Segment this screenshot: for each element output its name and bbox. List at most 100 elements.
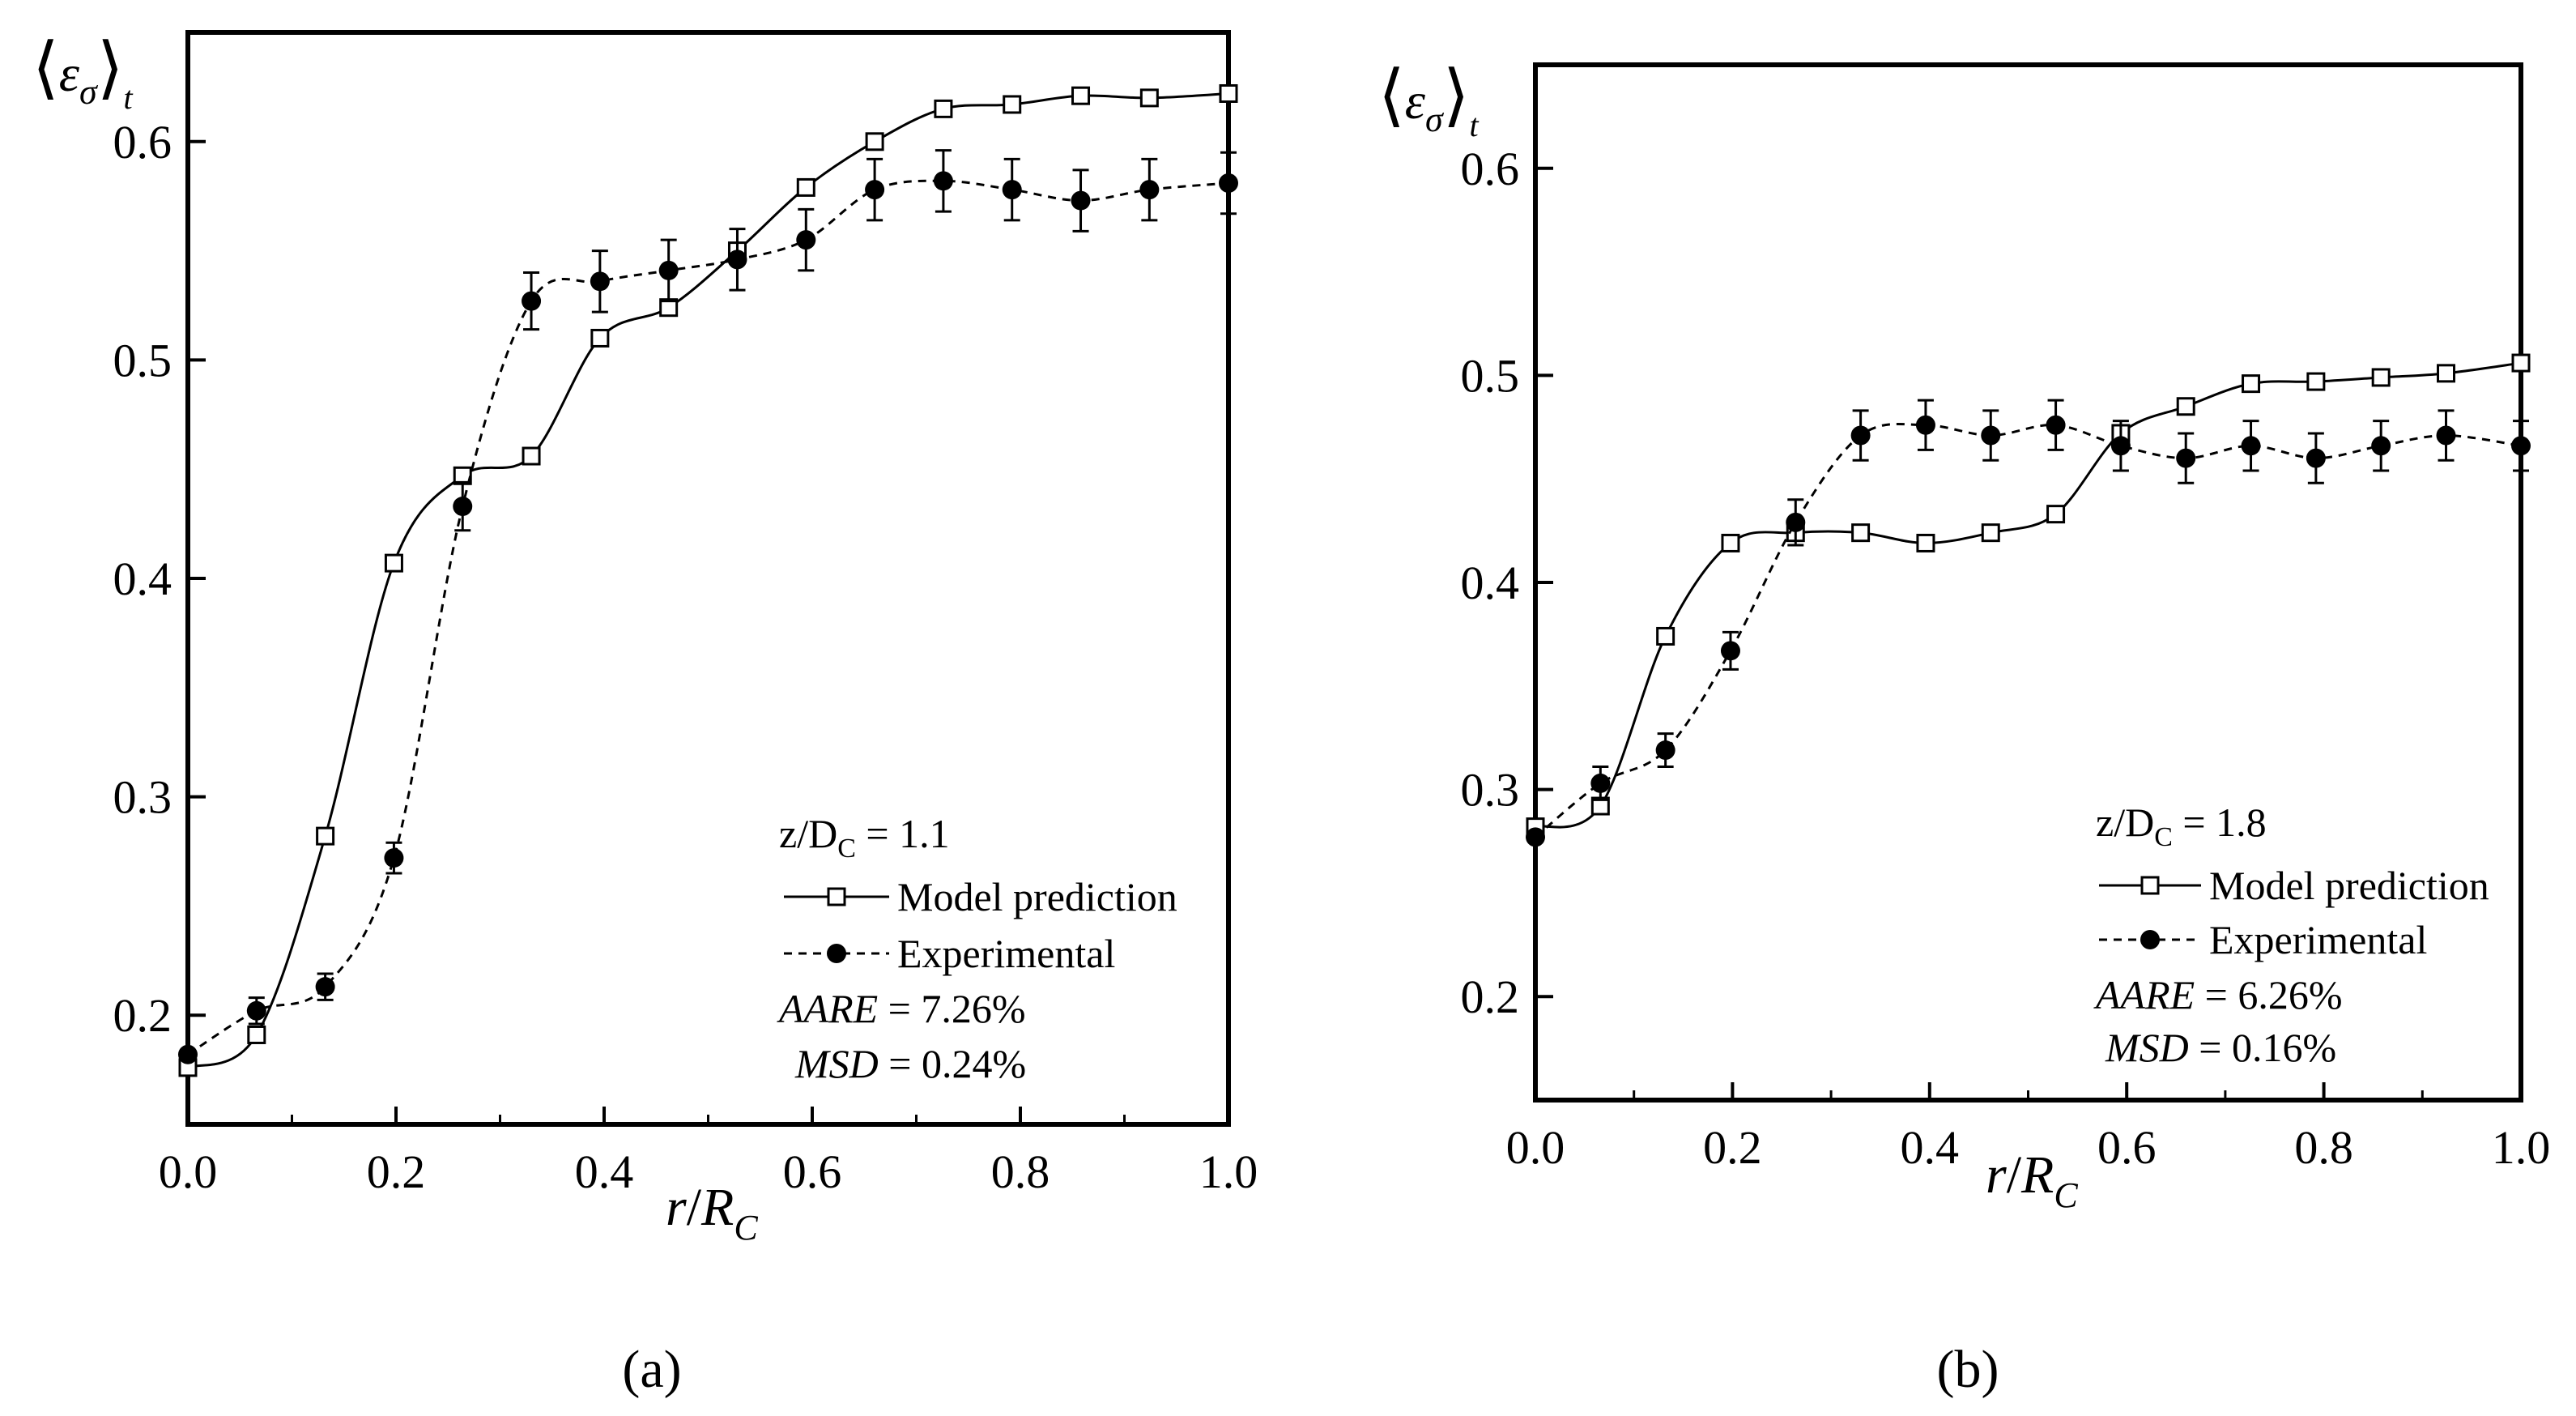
model-point [796, 177, 815, 197]
experimental-point [1850, 425, 1871, 446]
chart-panel-b: 0.0 0.2 0.4 0.6 0.8 1.00.20.30.40.50.6 ⟨εσ⟩t … [1378, 58, 2550, 1399]
x-tick-label: 0.6 [783, 1145, 842, 1198]
model-point [1721, 533, 1740, 552]
x-tick-label: 0.8 [2294, 1121, 2353, 1174]
model-prediction-series [178, 83, 1238, 1077]
x-tick-label: 0.2 [1703, 1121, 1762, 1174]
y-tick-label: 0.5 [1461, 349, 1520, 402]
model-point [934, 99, 953, 118]
legend-label-model: Model prediction [897, 874, 1177, 919]
legend-marker-filled-circle [2140, 930, 2160, 949]
model-point [316, 826, 335, 846]
experimental-point [2436, 425, 2456, 446]
legend-marker-open-square [827, 887, 846, 906]
axis-ticks: 0.0 0.2 0.4 0.6 0.8 1.0 0.2 0.3 0.4 0.5 0.6 [113, 116, 1258, 1198]
y-tick-label: 0.4 [1461, 557, 1520, 609]
experimental-point [1720, 641, 1740, 661]
experimental-point [2371, 436, 2391, 456]
experimental-point [2511, 436, 2531, 456]
experimental-point [315, 977, 335, 997]
model-point [384, 553, 403, 573]
model-point [2371, 368, 2391, 387]
chart-panel-a: 0.0 0.2 0.4 0.6 0.8 1.00.20.30.40.50.6 ⟨εσ⟩t … [32, 30, 1258, 1399]
condition-label: z/DC = 1.8 [2096, 800, 2267, 852]
x-tick-label: 1.0 [2492, 1121, 2551, 1174]
experimental-point [384, 848, 404, 868]
condition-label: z/DC = 1.1 [779, 811, 950, 864]
model-point [1219, 83, 1238, 103]
x-tick-label: 1.0 [1199, 1145, 1258, 1198]
y-tick-label: 0.4 [113, 552, 172, 605]
model-point [247, 1025, 266, 1044]
experimental-point [590, 271, 610, 292]
experimental-series [178, 149, 1238, 1064]
experimental-point [727, 250, 747, 270]
y-axis-title: ⟨εσ⟩t [1378, 58, 1479, 143]
axis-ticks: 0.0 0.2 0.4 0.6 0.8 1.0 0.2 0.3 0.4 0.5 0.6 [1461, 143, 2551, 1174]
x-tick-label: 0.2 [367, 1145, 426, 1198]
x-tick-label: 0.8 [991, 1145, 1050, 1198]
y-axis-title: ⟨εσ⟩t [32, 31, 133, 116]
model-point [1916, 533, 1935, 552]
experimental-point [1219, 173, 1238, 194]
experimental-point [522, 291, 542, 311]
y-tick-label: 0.3 [1461, 764, 1520, 817]
experimental-point [1786, 512, 1806, 532]
model-prediction-series [1526, 353, 2531, 837]
experimental-series [1526, 399, 2531, 847]
legend-entry-experimental: Experimental [2099, 917, 2427, 962]
legend-entry-experimental: Experimental [784, 931, 1115, 976]
legend-marker-filled-circle [827, 944, 846, 963]
experimental-point [658, 260, 679, 280]
model-point [1139, 88, 1159, 108]
model-prediction-line [1535, 361, 2522, 829]
y-tick-label: 0.2 [1461, 970, 1520, 1023]
legend-label-experimental: Experimental [897, 931, 1115, 976]
experimental-point [1526, 827, 1545, 847]
msd-stat: MSD = 0.24% [794, 1041, 1026, 1086]
experimental-point [1071, 190, 1091, 211]
model-point [865, 132, 884, 151]
y-tick-label: 0.5 [113, 334, 172, 386]
model-point [1071, 86, 1091, 105]
experimental-point [2110, 436, 2131, 456]
model-prediction-line [187, 92, 1229, 1069]
model-point [1981, 523, 2000, 543]
experimental-point [796, 230, 816, 250]
experimental-point [1002, 180, 1022, 200]
experimental-line [187, 179, 1229, 1056]
model-point [2306, 372, 2326, 391]
experimental-point [246, 1000, 266, 1021]
experimental-point [865, 180, 885, 200]
experimental-point [2306, 448, 2326, 468]
model-point [1656, 626, 1675, 646]
x-tick-label: 0.0 [159, 1145, 218, 1198]
y-tick-label: 0.6 [1461, 143, 1520, 195]
model-point [2176, 397, 2195, 416]
legend-marker-open-square [2140, 876, 2160, 895]
experimental-point [2176, 448, 2196, 468]
panel-label: (a) [622, 1340, 681, 1399]
y-tick-label: 0.3 [113, 771, 172, 824]
plot-marks [178, 83, 1238, 1077]
x-tick-label: 0.4 [575, 1145, 634, 1198]
msd-stat: MSD = 0.16% [2105, 1025, 2336, 1070]
experimental-point [2046, 415, 2066, 435]
model-point [590, 328, 610, 348]
experimental-point [2241, 436, 2261, 456]
model-point [1003, 95, 1022, 114]
model-point [2437, 364, 2456, 383]
x-tick-label: 0.4 [1901, 1121, 1960, 1174]
y-tick-label: 0.2 [113, 989, 172, 1042]
experimental-point [1655, 740, 1675, 761]
experimental-point [933, 171, 953, 191]
model-point [2046, 505, 2066, 524]
x-tick-label: 0.0 [1506, 1121, 1565, 1174]
legend-label-model: Model prediction [2209, 863, 2489, 908]
y-tick-label: 0.6 [113, 116, 172, 168]
aare-stat: AARE = 6.26% [2093, 972, 2343, 1017]
experimental-point [1139, 180, 1160, 200]
model-point [2242, 374, 2261, 394]
panel-label: (b) [1937, 1340, 1999, 1399]
